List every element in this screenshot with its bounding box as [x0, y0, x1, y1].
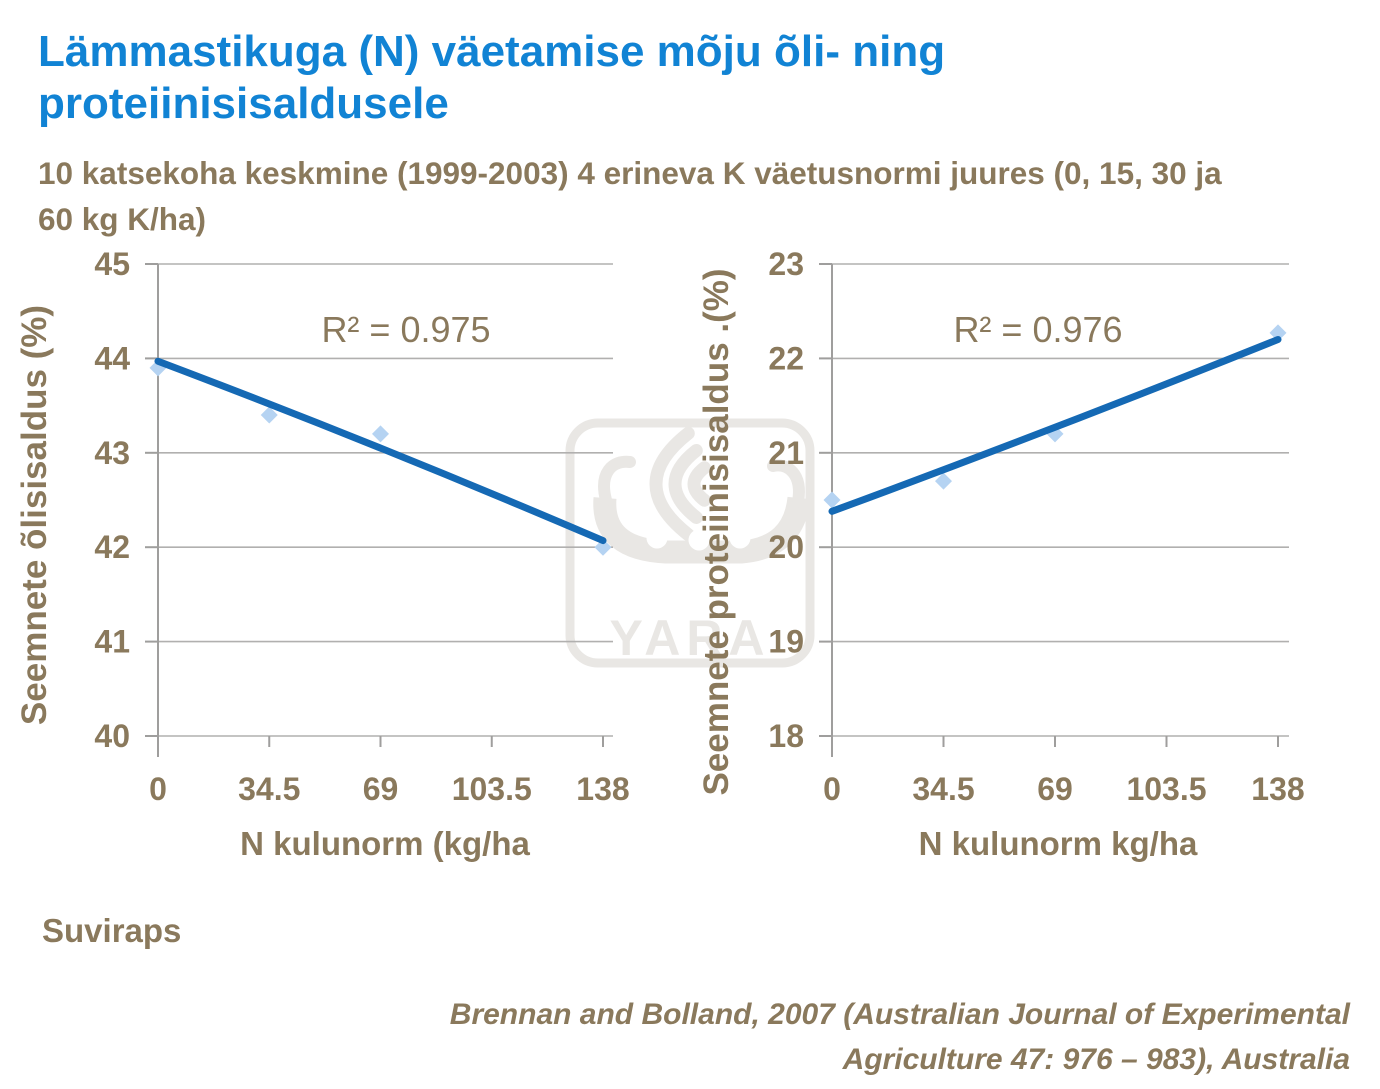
- trend-line: [154, 357, 607, 545]
- source-citation: Brennan and Bolland, 2007 (Australian Jo…: [449, 998, 1350, 1076]
- x-axis-title: N kulunorm (kg/ha: [240, 825, 530, 862]
- y-tick-label: 20: [768, 529, 804, 565]
- x-tick-label: 103.5: [1126, 771, 1206, 807]
- y-tick-label: 40: [94, 718, 130, 754]
- chart-protein-content: 18 19 20 21 22 23 0 34.5 69 103.5 138 N kulunorm kg…: [697, 246, 1305, 862]
- data-point: [372, 425, 389, 443]
- data-point: [1269, 324, 1287, 342]
- page-subtitle: 10 katsekoha keskmine (1999-2003) 4 erin…: [38, 155, 1222, 237]
- crop-label: Suviraps: [42, 912, 182, 949]
- y-tick-label: 45: [94, 246, 130, 282]
- y-tick-label: 19: [768, 624, 804, 660]
- x-axis-title: N kulunorm kg/ha: [919, 825, 1198, 862]
- y-tick-label: 18: [768, 718, 804, 754]
- x-tick-label: 0: [149, 771, 167, 807]
- data-point: [935, 472, 952, 490]
- r-squared-label: R² = 0.976: [953, 309, 1122, 350]
- data-point: [823, 491, 841, 509]
- y-axis-title: Seemnete proteiinisisaldus .(%): [697, 268, 736, 795]
- x-tick-label: 69: [363, 771, 399, 807]
- y-tick-label: 44: [94, 340, 130, 376]
- y-tick-label: 42: [94, 529, 130, 565]
- watermark-frame: [565, 418, 815, 668]
- data-point: [260, 406, 278, 424]
- x-tick-label: 34.5: [912, 771, 974, 807]
- x-tick-label: 138: [1251, 771, 1304, 807]
- x-tick-label: 69: [1037, 771, 1073, 807]
- yara-watermark-logo: YARA: [565, 418, 815, 668]
- y-tick-label: 43: [94, 435, 130, 471]
- data-point: [594, 538, 612, 556]
- x-tick-label: 103.5: [452, 771, 532, 807]
- x-tick-label: 138: [576, 771, 629, 807]
- x-tick-label: 34.5: [238, 771, 300, 807]
- trend-line: [828, 336, 1282, 515]
- y-tick-label: 22: [768, 340, 804, 376]
- r-squared-label: R² = 0.975: [321, 309, 490, 350]
- watermark-ship-sail-icon: [649, 426, 711, 542]
- x-tick-label: 0: [823, 771, 841, 807]
- y-tick-label: 41: [94, 624, 130, 660]
- y-tick-label: 23: [768, 246, 804, 282]
- page-title: Lämmastikuga (N) väetamise mõju õli- nin…: [38, 27, 946, 128]
- watermark-text: YARA: [609, 610, 770, 666]
- y-axis-title: Seemnete õlisisaldus (%): [15, 305, 54, 725]
- watermark-ship-hull-icon: [593, 455, 811, 564]
- y-tick-label: 21: [768, 435, 804, 471]
- chart-oil-content: 40 41 42 43 44 45 0 34.5 69 103.5 138 N kulunorm (k…: [15, 246, 630, 862]
